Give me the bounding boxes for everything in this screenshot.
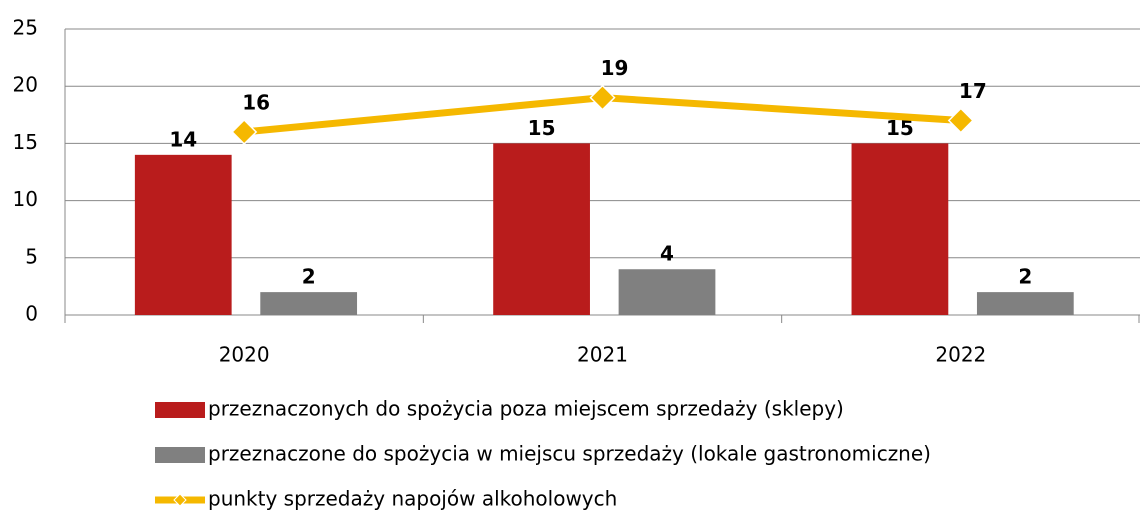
data-label: 4 <box>660 242 674 266</box>
legend-label: punkty sprzedaży napojów alkoholowych <box>208 487 617 511</box>
y-tick-label: 25 <box>13 16 38 40</box>
bar <box>851 143 949 315</box>
bar <box>976 292 1074 315</box>
marker <box>231 118 258 146</box>
legend-label: przeznaczone do spożycia w miejscu sprze… <box>208 442 931 466</box>
legend-swatch <box>155 402 205 418</box>
y-tick-label: 10 <box>13 187 38 211</box>
data-label: 14 <box>169 127 197 151</box>
y-tick-label: 15 <box>13 130 38 154</box>
bar <box>134 154 232 315</box>
y-tick-label: 5 <box>25 244 38 268</box>
data-label: 16 <box>242 90 270 114</box>
data-label: 19 <box>601 56 629 80</box>
data-label: 2 <box>1018 265 1032 289</box>
legend-label: przeznaczonych do spożycia poza miejscem… <box>208 397 844 421</box>
data-label: 2 <box>302 265 316 289</box>
x-tick-label: 2022 <box>935 343 986 367</box>
legend-swatch <box>155 447 205 463</box>
y-tick-label: 20 <box>13 73 38 97</box>
marker <box>589 84 616 111</box>
bar <box>493 143 590 315</box>
y-tick-label: 0 <box>25 302 38 326</box>
data-label: 15 <box>528 116 556 140</box>
x-tick-label: 2021 <box>577 343 628 367</box>
data-label: 17 <box>959 79 987 103</box>
x-tick-label: 2020 <box>219 343 270 367</box>
legend-marker <box>173 493 187 507</box>
bar <box>260 292 358 315</box>
bar <box>618 269 716 315</box>
marker <box>947 107 974 134</box>
